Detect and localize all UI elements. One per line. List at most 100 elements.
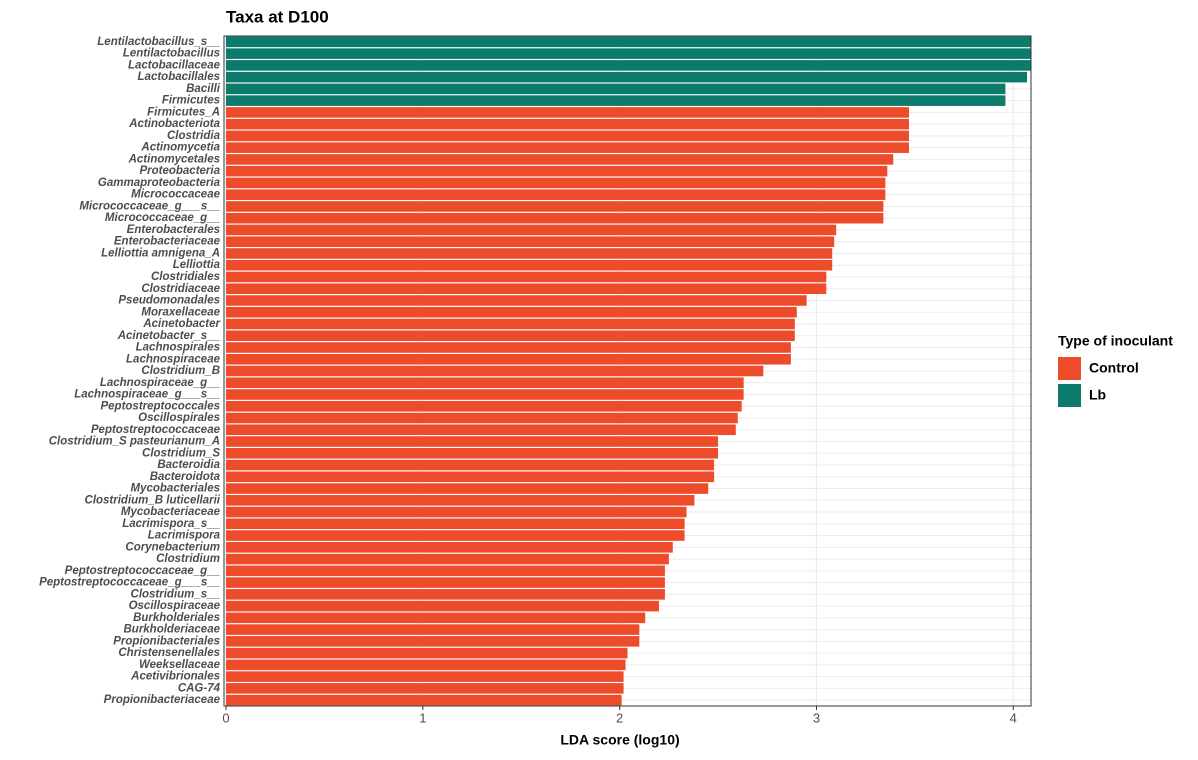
y-tick-label: Clostridium_S pasteurianum_A bbox=[49, 436, 220, 448]
y-tick-label: Actinomycetia bbox=[140, 142, 220, 154]
panel-border bbox=[223, 35, 1032, 707]
bar bbox=[226, 107, 909, 118]
y-tick-label: Enterobacterales bbox=[127, 224, 220, 236]
y-tick-label: Corynebacterium bbox=[125, 541, 220, 553]
bar bbox=[226, 259, 833, 271]
bar bbox=[226, 495, 695, 506]
legend-swatch bbox=[1058, 357, 1081, 380]
bar bbox=[226, 48, 1031, 59]
y-tick-label: Clostridiaceae bbox=[141, 283, 220, 295]
y-tick-label: Peptostreptococcaceae bbox=[91, 424, 221, 436]
y-tick-label: Lachnospiraceae bbox=[126, 353, 221, 365]
y-tick-label: Propionibacteriales bbox=[113, 635, 220, 647]
y-tick-label: Clostridium_s__ bbox=[131, 588, 220, 600]
y-tick-label: Acinetobacter bbox=[142, 318, 220, 330]
y-tick-label: Clostridia bbox=[167, 130, 221, 142]
bar bbox=[226, 318, 795, 330]
y-tick-label: Acinetobacter_s__ bbox=[117, 330, 220, 342]
bar bbox=[226, 589, 665, 600]
bar bbox=[226, 389, 744, 400]
y-tick-label: Micrococcaceae bbox=[131, 189, 220, 201]
bar bbox=[226, 694, 622, 706]
y-tick-label: Lachnospirales bbox=[136, 342, 220, 354]
y-tick-label: Lactobacillales bbox=[138, 71, 220, 83]
y-tick-label: Burkholderiaceae bbox=[123, 624, 220, 636]
bar bbox=[226, 118, 909, 130]
bar bbox=[226, 177, 886, 189]
y-tick-label: Mycobacteriaceae bbox=[121, 506, 221, 518]
x-axis-label: LDA score (log10) bbox=[560, 732, 679, 748]
y-tick-label: Clostridiales bbox=[151, 271, 220, 283]
bar bbox=[226, 248, 833, 259]
y-tick-label: Actinobacteriota bbox=[128, 118, 220, 130]
y-tick-label: Bacteroidia bbox=[157, 459, 220, 471]
bar bbox=[226, 95, 1006, 106]
bar bbox=[226, 353, 791, 365]
bar bbox=[226, 447, 719, 459]
bar bbox=[226, 612, 646, 624]
bar bbox=[226, 236, 835, 247]
y-tick-label: Lachnospiraceae_g___s__ bbox=[74, 389, 220, 401]
bar bbox=[226, 471, 715, 483]
bar bbox=[226, 424, 736, 436]
bar bbox=[226, 542, 673, 553]
y-tick-label: Clostridium bbox=[156, 553, 220, 565]
chart-title: Taxa at D100 bbox=[226, 7, 329, 26]
bar bbox=[226, 530, 685, 541]
y-tick-label: Lachnospiraceae_g__ bbox=[100, 377, 220, 389]
y-tick-label: Lentilactobacillus bbox=[123, 48, 220, 60]
legend-swatch bbox=[1058, 384, 1081, 407]
x-tick-label: 3 bbox=[813, 710, 820, 725]
bar bbox=[226, 71, 1028, 83]
y-tick-label: Peptostreptococcales bbox=[100, 400, 220, 412]
bar bbox=[226, 189, 886, 200]
bar bbox=[226, 636, 640, 647]
y-tick-label: Pseudomonadales bbox=[118, 295, 220, 307]
bar bbox=[226, 647, 628, 659]
bar bbox=[226, 224, 837, 236]
y-tick-label: Bacilli bbox=[186, 83, 221, 95]
bar bbox=[226, 83, 1006, 95]
bar bbox=[226, 412, 738, 424]
y-tick-label: Acetivibrionales bbox=[130, 671, 220, 683]
legend-label: Lb bbox=[1089, 387, 1106, 403]
x-tick-label: 2 bbox=[616, 710, 623, 725]
y-tick-label: Oscillospirales bbox=[138, 412, 220, 424]
legend-label: Control bbox=[1089, 360, 1139, 376]
y-tick-label: Clostridium_S bbox=[142, 447, 220, 459]
y-tick-label: Burkholderiales bbox=[133, 612, 220, 624]
bar bbox=[226, 459, 715, 471]
bar bbox=[226, 295, 807, 306]
y-tick-label: Lentilactobacillus_s__ bbox=[97, 36, 220, 48]
y-tick-label: Mycobacteriales bbox=[131, 483, 221, 495]
bar bbox=[226, 130, 909, 142]
bar bbox=[226, 342, 791, 353]
y-tick-label: Weeksellaceae bbox=[139, 659, 221, 671]
y-tick-label: Propionibacteriaceae bbox=[104, 694, 221, 706]
y-tick-label: Firmicutes_A bbox=[147, 106, 220, 118]
y-tick-label: Firmicutes bbox=[162, 95, 220, 107]
y-tick-label: Bacteroidota bbox=[150, 471, 221, 483]
bar bbox=[226, 553, 669, 565]
bar bbox=[226, 142, 909, 153]
y-tick-label: Lacrimispora_s__ bbox=[122, 518, 220, 530]
bar bbox=[226, 377, 744, 389]
bar bbox=[226, 577, 665, 588]
bar bbox=[226, 365, 764, 377]
y-tick-label: Peptostreptococcaceae_g__ bbox=[65, 565, 220, 577]
bar bbox=[226, 659, 626, 671]
bar bbox=[226, 36, 1031, 48]
y-tick-label: CAG-74 bbox=[178, 682, 221, 694]
x-tick-label: 4 bbox=[1010, 710, 1017, 725]
bar bbox=[226, 506, 687, 518]
bar bbox=[226, 306, 797, 318]
y-tick-label: Enterobacteriaceae bbox=[114, 236, 221, 248]
y-tick-label: Micrococcaceae_g___s__ bbox=[79, 200, 220, 212]
bar bbox=[226, 671, 624, 682]
y-tick-label: Christensenellales bbox=[118, 647, 220, 659]
bar bbox=[226, 565, 665, 577]
y-tick-label: Actinomycetales bbox=[128, 153, 220, 165]
bar bbox=[226, 518, 685, 530]
bar bbox=[226, 201, 884, 212]
